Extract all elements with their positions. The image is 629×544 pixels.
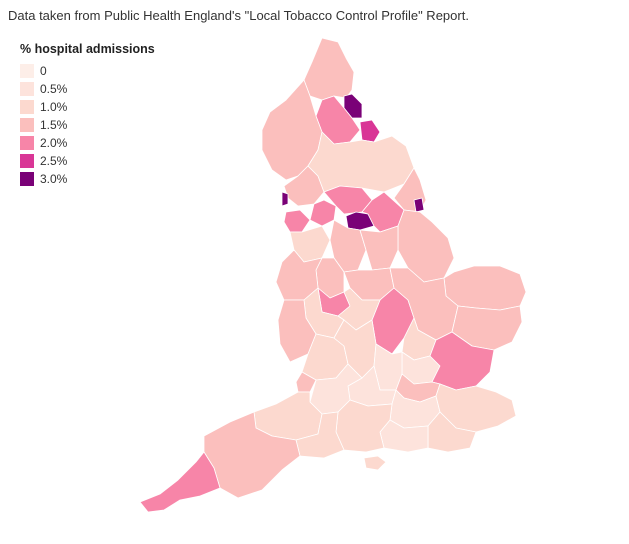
legend-item: 1.5% [20, 116, 155, 134]
region-northumberland[interactable] [303, 37, 355, 101]
legend-label: 3.0% [40, 172, 68, 186]
legend-swatch [20, 118, 34, 132]
region-greater-manchester[interactable] [309, 199, 337, 227]
region-cumbria[interactable] [261, 79, 323, 181]
legend-label: 0 [40, 64, 47, 78]
legend-label: 2.0% [40, 136, 68, 150]
region-norfolk[interactable] [443, 265, 527, 311]
region-nottinghamshire[interactable] [359, 225, 399, 271]
region-hull[interactable] [413, 197, 425, 213]
legend-swatch [20, 100, 34, 114]
legend-swatch [20, 136, 34, 150]
region-merseyside[interactable] [283, 209, 311, 233]
legend-item: 2.0% [20, 134, 155, 152]
legend-item: 0.5% [20, 80, 155, 98]
region-east-sussex[interactable] [427, 411, 477, 453]
source-note: Data taken from Public Health England's … [8, 8, 469, 23]
legend-item: 3.0% [20, 170, 155, 188]
legend-item: 1.0% [20, 98, 155, 116]
legend-swatch [20, 172, 34, 186]
region-bristol[interactable] [295, 371, 317, 393]
region-north-yorkshire[interactable] [307, 131, 415, 193]
region-kent[interactable] [435, 383, 517, 433]
region-isle-of-wight[interactable] [363, 455, 387, 471]
legend-item: 2.5% [20, 152, 155, 170]
legend-swatch [20, 64, 34, 78]
legend-label: 2.5% [40, 154, 68, 168]
legend-title: % hospital admissions [20, 42, 155, 56]
legend-item: 0 [20, 62, 155, 80]
legend-swatch [20, 154, 34, 168]
legend: % hospital admissions 0 0.5% 1.0% 1.5% 2.0% 2… [20, 42, 155, 188]
legend-swatch [20, 82, 34, 96]
region-dorset[interactable] [295, 411, 345, 459]
region-blackpool[interactable] [281, 191, 289, 207]
legend-label: 1.5% [40, 118, 68, 132]
legend-label: 0.5% [40, 82, 68, 96]
legend-label: 1.0% [40, 100, 68, 114]
region-teesside[interactable] [359, 119, 381, 143]
region-cornwall[interactable] [139, 451, 221, 513]
